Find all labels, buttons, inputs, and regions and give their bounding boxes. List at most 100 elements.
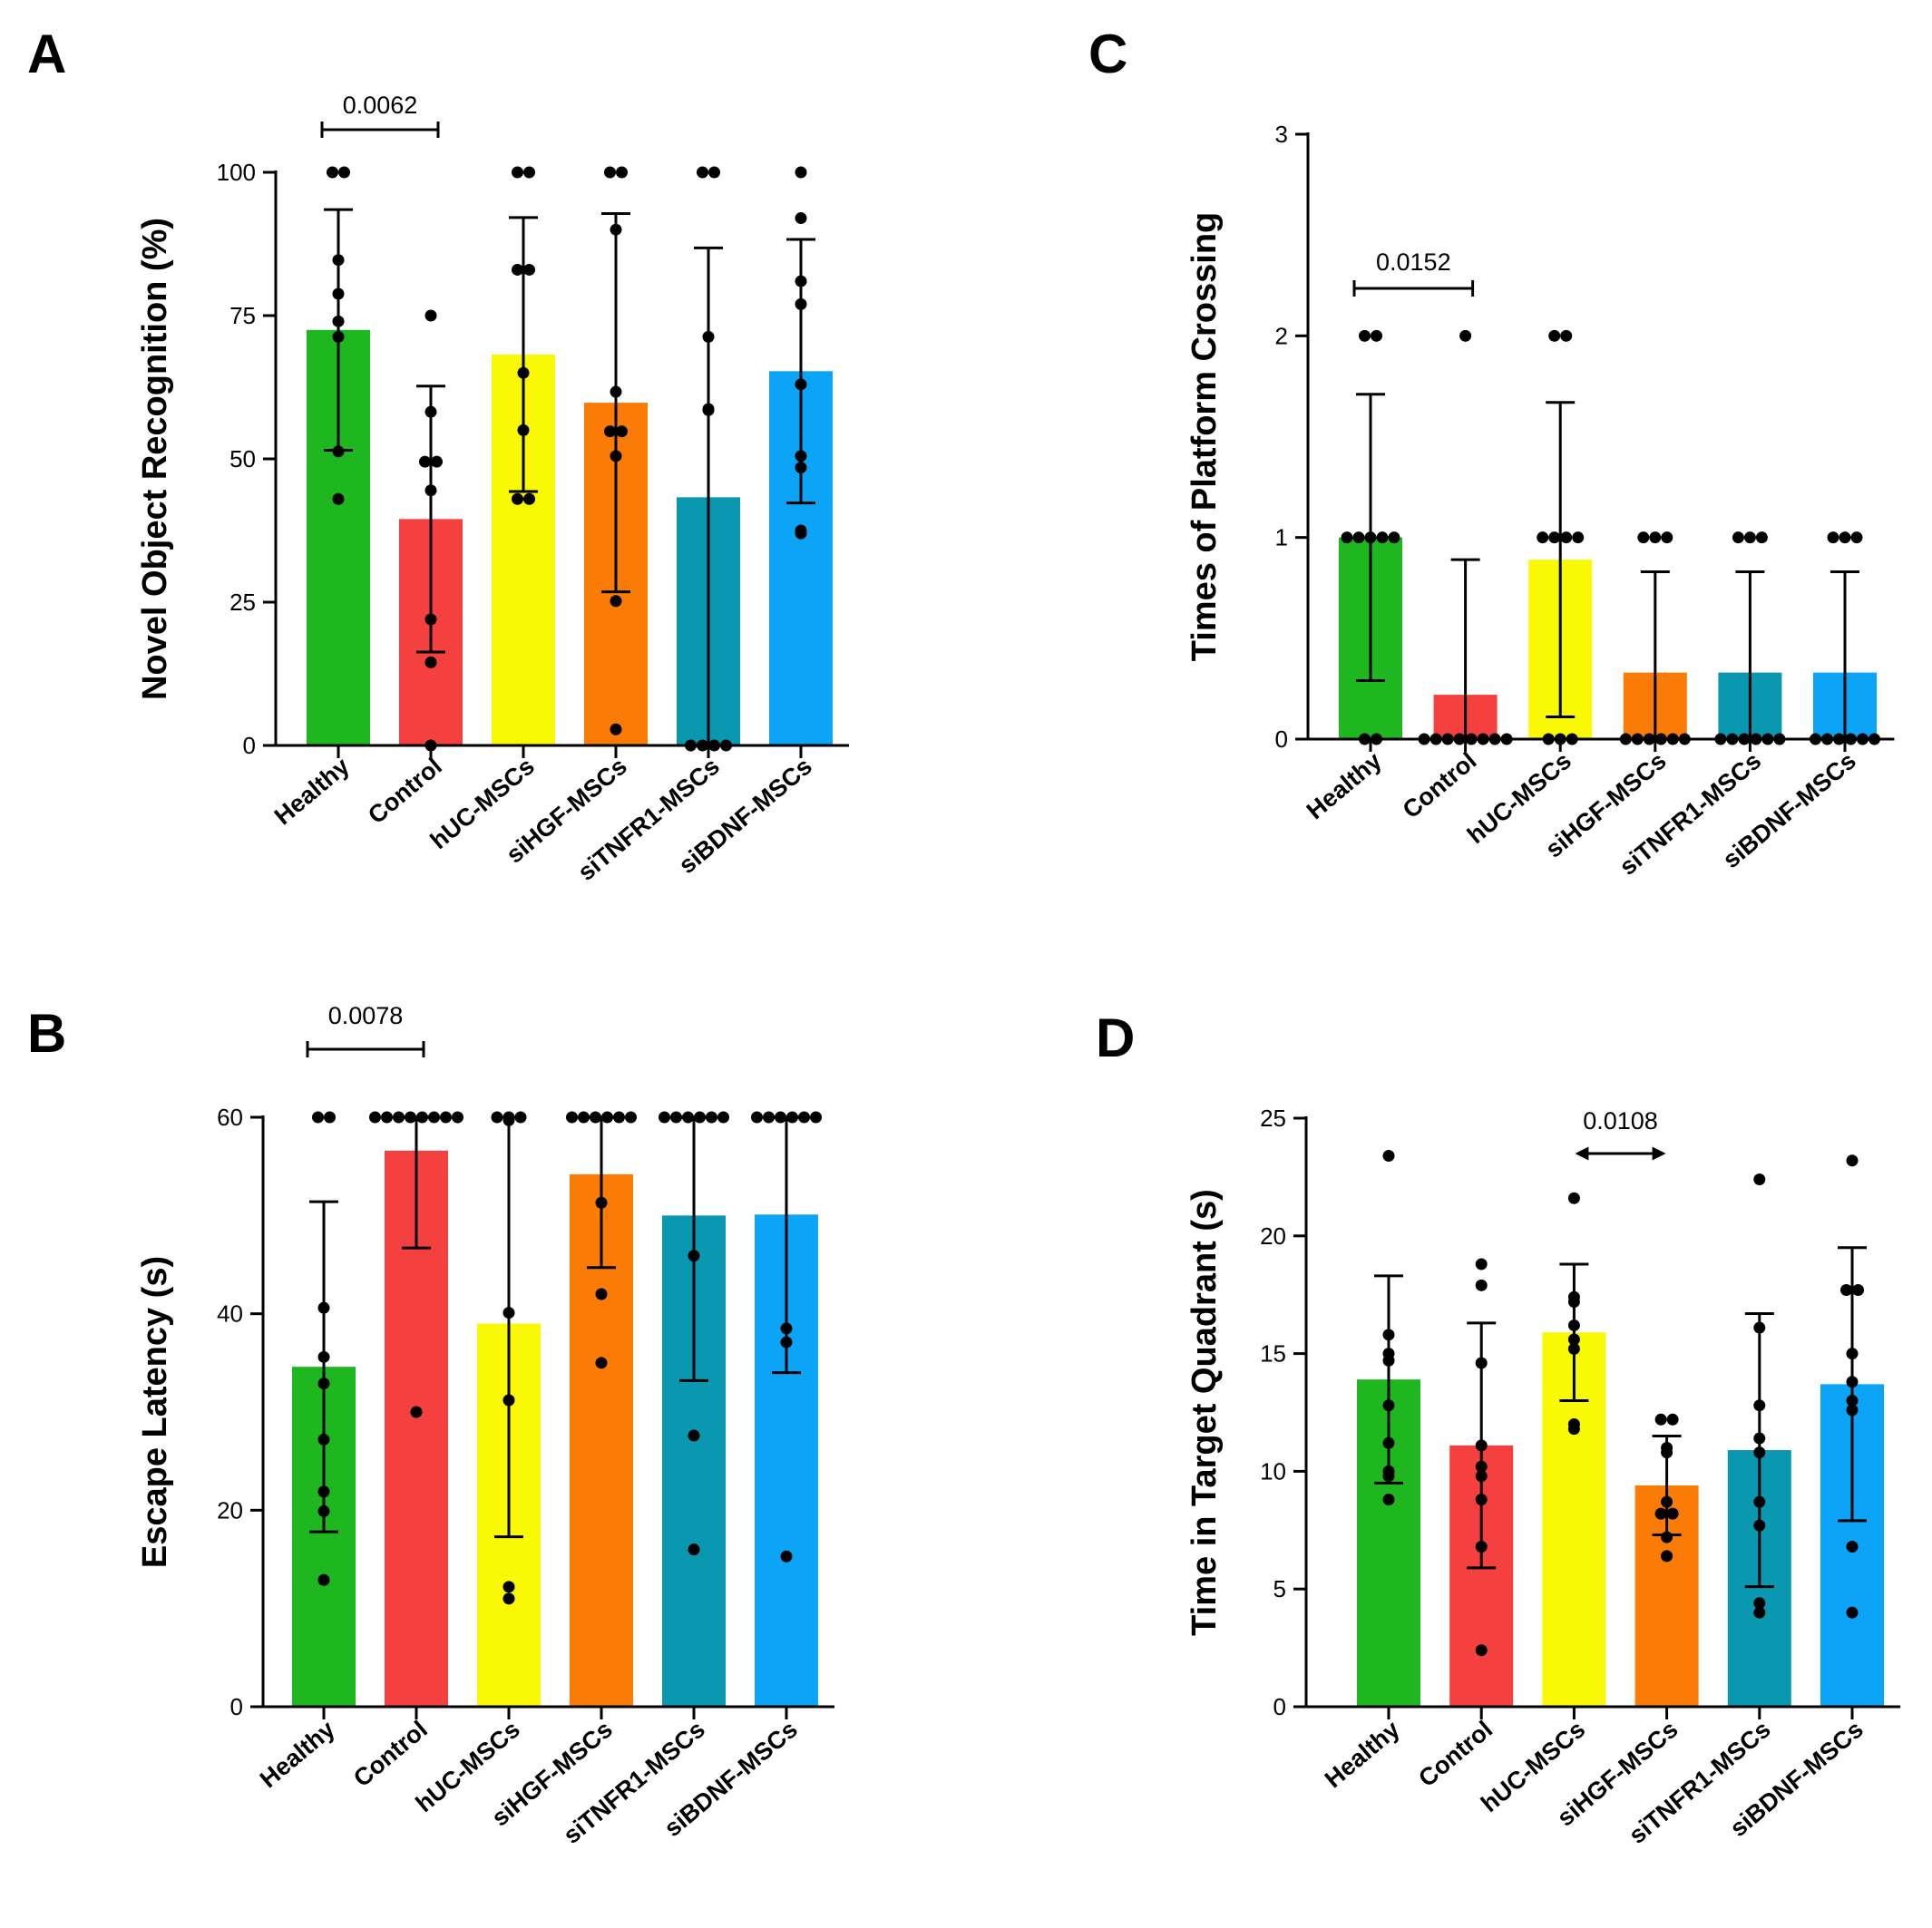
data-point (1654, 1507, 1667, 1520)
y-tick-label: 2 (1275, 322, 1288, 349)
data-point (702, 330, 715, 343)
data-point (1475, 1258, 1488, 1271)
data-point (1475, 1439, 1488, 1452)
y-tick-label: 40 (217, 1300, 243, 1328)
data-point (1382, 1470, 1395, 1483)
data-point (1732, 531, 1744, 544)
data-point (616, 425, 628, 438)
data-point (1753, 1321, 1766, 1334)
y-tick-label: 100 (217, 159, 256, 186)
data-point (332, 287, 345, 300)
data-point (1341, 531, 1353, 544)
y-tick-label: 75 (229, 302, 256, 329)
data-point (514, 1111, 527, 1124)
data-point (702, 404, 715, 416)
panel-letter-c: C (1088, 24, 1127, 84)
data-point (424, 405, 437, 418)
data-point (1827, 531, 1839, 544)
data-point (317, 1573, 330, 1586)
data-point (1850, 531, 1863, 544)
data-point (332, 445, 345, 458)
data-point (1567, 1319, 1580, 1331)
data-point (798, 1111, 810, 1124)
data-point (393, 1111, 405, 1124)
significance-label: 0.0062 (343, 92, 418, 119)
panel-letter-d: D (1096, 1008, 1135, 1068)
y-tick-label: 10 (1260, 1457, 1286, 1485)
data-point (604, 425, 616, 438)
data-point (795, 378, 807, 391)
data-point (688, 1543, 700, 1556)
data-point (317, 1433, 330, 1446)
data-point (1637, 531, 1650, 544)
data-point (312, 1111, 324, 1124)
data-point (688, 1250, 700, 1262)
data-point (795, 275, 807, 287)
data-point (1567, 1342, 1580, 1355)
data-point (1852, 1284, 1864, 1297)
data-point (610, 450, 622, 463)
data-point (1846, 1376, 1859, 1388)
data-point (1753, 1173, 1766, 1185)
x-tick-label-healthy: Healthy (255, 1716, 340, 1794)
data-point (503, 1307, 515, 1319)
significance-bracket (306, 1041, 425, 1057)
data-point (416, 1111, 428, 1124)
significance-label: 0.0152 (1376, 248, 1451, 276)
data-point (1459, 329, 1472, 342)
data-point (1382, 1354, 1395, 1367)
data-point (424, 613, 437, 626)
data-point (1753, 1432, 1766, 1445)
data-point (694, 1111, 706, 1124)
significance-label: 0.0108 (1583, 1107, 1658, 1134)
data-point (317, 1350, 330, 1363)
data-point (688, 1429, 700, 1442)
data-point (659, 1111, 670, 1124)
data-point (491, 1111, 503, 1124)
data-point (1548, 329, 1561, 342)
data-point (590, 1111, 601, 1124)
data-point (512, 166, 523, 179)
data-point (625, 1111, 637, 1124)
data-point (595, 1288, 608, 1300)
data-point (338, 166, 350, 179)
data-point (1548, 531, 1561, 544)
data-point (381, 1111, 393, 1124)
data-point (1567, 1192, 1580, 1204)
data-point (795, 166, 807, 179)
data-point (440, 1111, 452, 1124)
data-point (512, 492, 523, 505)
y-tick-label: 20 (217, 1496, 243, 1524)
data-point (1537, 531, 1549, 544)
data-point (780, 1322, 793, 1335)
x-tick-label-healthy: Healthy (1320, 1716, 1405, 1794)
data-point (610, 723, 622, 735)
data-point (1846, 1348, 1859, 1360)
data-point (780, 1336, 793, 1349)
data-point (523, 492, 535, 505)
y-tick-label: 1 (1275, 524, 1288, 551)
data-point (1661, 1531, 1673, 1543)
data-point (1567, 1423, 1580, 1436)
data-point (327, 166, 338, 179)
x-tick-label-healthy: Healthy (269, 753, 355, 831)
data-point (317, 1378, 330, 1390)
data-point (1376, 531, 1389, 544)
data-point (613, 1111, 625, 1124)
data-point (424, 484, 437, 497)
data-point (1666, 1413, 1679, 1426)
data-point (431, 455, 443, 468)
data-point (405, 1111, 416, 1124)
panel-letter-b: B (27, 1003, 66, 1064)
data-point (578, 1111, 590, 1124)
data-point (517, 366, 530, 379)
data-point (317, 1485, 330, 1498)
data-point (682, 1111, 694, 1124)
data-point (1661, 1495, 1673, 1508)
data-point (795, 297, 807, 310)
y-tick-label: 0 (1273, 1693, 1286, 1720)
y-tick-label: 20 (1260, 1222, 1286, 1250)
